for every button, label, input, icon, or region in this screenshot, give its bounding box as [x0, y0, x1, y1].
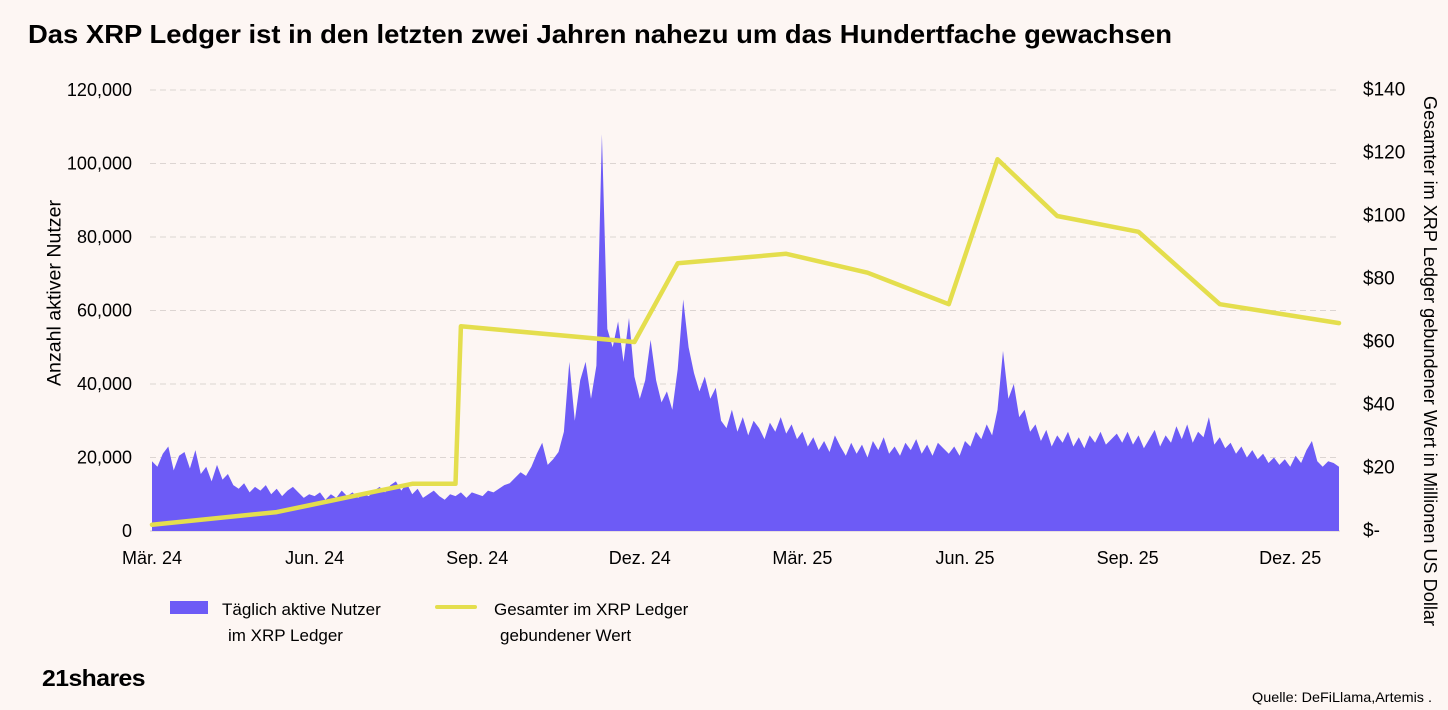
chart-title: Das XRP Ledger ist in den letzten zwei J…	[28, 19, 1172, 49]
x-tick-label: Sep. 24	[446, 548, 508, 568]
y2-tick-label: $140	[1363, 80, 1405, 101]
total-value-locked-line	[149, 157, 1342, 527]
y-tick-label: 0	[122, 521, 132, 541]
x-tick-label: Jun. 24	[285, 548, 344, 568]
legend-item-tvl: Gesamter im XRP Ledger gebundener Wert	[435, 600, 689, 645]
x-tick-label: Dez. 25	[1259, 548, 1321, 568]
source-note: Quelle: DeFiLlama,Artemis .	[1252, 689, 1432, 705]
marks-layer	[149, 134, 1342, 531]
y-tick-label: 120,000	[67, 80, 132, 100]
logo-21shares: 21shares	[42, 665, 145, 691]
legend: Täglich aktive Nutzer im XRP Ledger Gesa…	[170, 600, 689, 645]
y2-tick-label: $120	[1363, 143, 1405, 164]
y2-tick-label: $20	[1363, 458, 1395, 479]
y2-tick-label: $-	[1363, 521, 1380, 542]
y-tick-label: 100,000	[67, 154, 132, 174]
x-tick-label: Jun. 25	[935, 548, 994, 568]
y-tick-label: 40,000	[77, 374, 132, 394]
y-axis-title: Anzahl aktiver Nutzer	[45, 199, 66, 386]
x-tick-label: Dez. 24	[609, 548, 671, 568]
y2-tick-label: $80	[1363, 269, 1395, 290]
y-tick-label: 60,000	[77, 301, 132, 321]
daily-active-users-area	[152, 134, 1339, 531]
y2-axis-title: Gesamter im XRP Ledger gebundener Wert i…	[1420, 96, 1440, 626]
y2-tick-label: $100	[1363, 206, 1405, 227]
legend-swatch-users	[170, 601, 208, 614]
legend-label-tvl-line1: Gesamter im XRP Ledger	[494, 600, 689, 619]
legend-label-users-line2: im XRP Ledger	[228, 626, 343, 645]
y-tick-label: 80,000	[77, 227, 132, 247]
legend-label-users-line1: Täglich aktive Nutzer	[222, 600, 381, 619]
axes-layer: 0 20,000 40,000 60,000 80,000 100,000 120,000 $…	[67, 80, 1405, 569]
legend-item-users: Täglich aktive Nutzer im XRP Ledger	[170, 600, 381, 645]
x-tick-label: Mär. 24	[122, 548, 182, 568]
y2-tick-label: $60	[1363, 332, 1395, 353]
y-tick-label: 20,000	[77, 448, 132, 468]
legend-label-tvl-line2: gebundener Wert	[500, 626, 631, 645]
x-tick-label: Sep. 25	[1097, 548, 1159, 568]
x-tick-label: Mär. 25	[772, 548, 832, 568]
y2-tick-label: $40	[1363, 395, 1395, 416]
